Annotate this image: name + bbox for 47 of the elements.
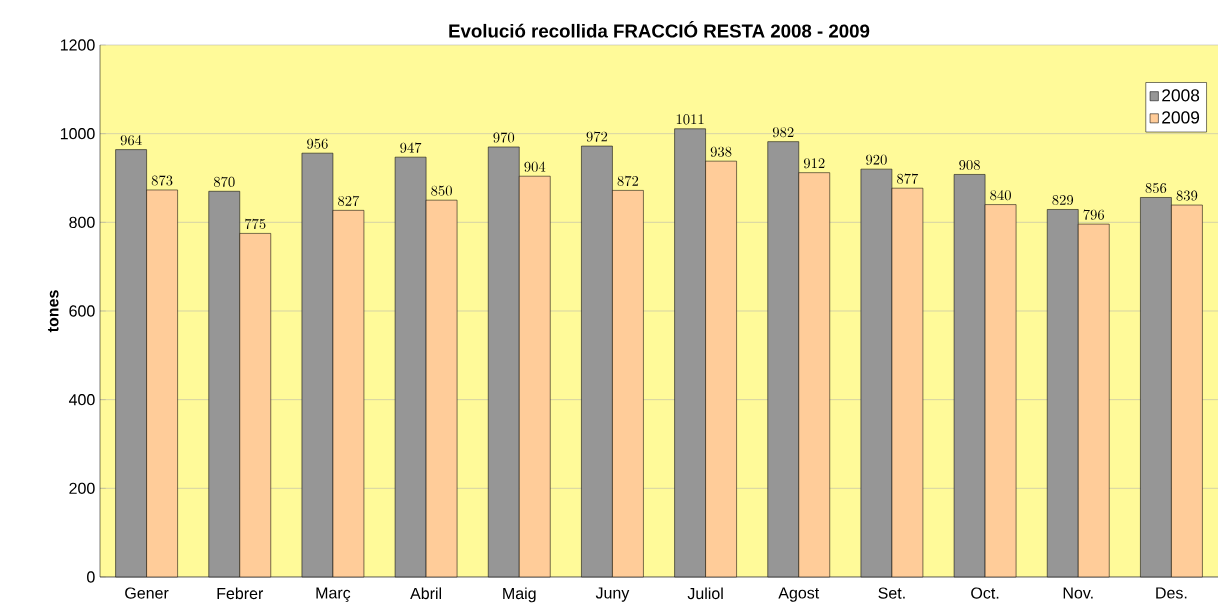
data-label: 972 bbox=[586, 131, 608, 142]
legend-label: 2008 bbox=[1162, 89, 1200, 102]
data-label: 956 bbox=[307, 138, 328, 149]
x-tick-label: Juliol bbox=[687, 587, 723, 600]
data-label: 970 bbox=[493, 132, 515, 143]
data-label: 775 bbox=[245, 218, 266, 230]
y-tick-label: 1000 bbox=[60, 128, 95, 140]
x-tick-label: Des. bbox=[1156, 587, 1187, 599]
data-label: 840 bbox=[990, 189, 1011, 201]
chart-title: Evolució recollida FRACCIÓ RESTA 2008 - 2009 bbox=[449, 20, 870, 38]
y-tick-label: 1200 bbox=[60, 39, 95, 51]
data-label: 870 bbox=[213, 176, 235, 187]
y-tick-label: 0 bbox=[87, 571, 95, 583]
data-label: 982 bbox=[772, 127, 794, 138]
data-label: 964 bbox=[120, 135, 142, 146]
data-label: 1011 bbox=[676, 114, 704, 125]
x-tick-label: Set. bbox=[878, 587, 905, 599]
data-label: 938 bbox=[710, 146, 732, 157]
data-label: 839 bbox=[1176, 190, 1198, 201]
x-tick-label: Nov. bbox=[1063, 587, 1093, 599]
x-tick-label: Febrer bbox=[217, 587, 264, 600]
data-label: 947 bbox=[400, 142, 422, 153]
y-axis-title: tones bbox=[47, 290, 59, 333]
data-label: 872 bbox=[617, 175, 639, 187]
data-label: 912 bbox=[803, 158, 825, 169]
legend-label: 2009 bbox=[1162, 111, 1200, 124]
y-tick-label: 400 bbox=[68, 394, 95, 406]
x-tick-label: Abril bbox=[410, 587, 442, 600]
x-tick-label: Gener bbox=[125, 587, 169, 599]
data-label: 796 bbox=[1083, 209, 1105, 220]
data-label: 850 bbox=[431, 185, 452, 196]
x-tick-label: Març bbox=[316, 587, 351, 602]
y-tick-label: 200 bbox=[69, 482, 95, 494]
x-tick-label: Maig bbox=[503, 587, 536, 603]
data-label: 856 bbox=[1145, 183, 1167, 194]
data-label: 908 bbox=[959, 160, 980, 171]
x-tick-label: Juny bbox=[595, 587, 630, 602]
y-tick-label: 600 bbox=[69, 305, 95, 317]
data-label: 904 bbox=[524, 161, 546, 172]
x-tick-label: Agost bbox=[778, 587, 820, 602]
y-tick-label: 800 bbox=[69, 216, 95, 228]
data-label: 873 bbox=[151, 175, 173, 186]
x-tick-label: Oct. bbox=[971, 587, 999, 599]
data-label: 920 bbox=[866, 154, 887, 165]
data-label: 877 bbox=[897, 173, 919, 184]
data-label: 827 bbox=[338, 195, 360, 206]
data-label: 829 bbox=[1052, 195, 1074, 206]
